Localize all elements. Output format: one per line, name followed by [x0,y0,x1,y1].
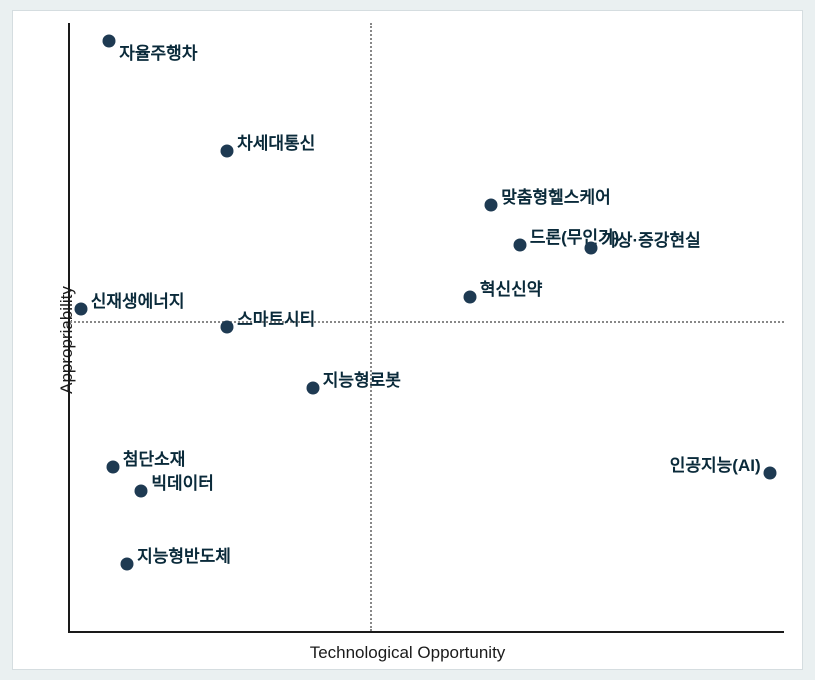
chart-container: Appropriability Technological Opportunit… [12,10,803,670]
marker-innov-drug [463,290,476,303]
marker-autonomous-car [103,35,116,48]
marker-drone [513,238,526,251]
reference-hline [70,321,784,323]
reference-vline [370,23,372,631]
marker-smart-city [221,321,234,334]
label-nextgen-comm: 차세대통신 [237,129,315,154]
x-axis-label: Technological Opportunity [310,643,506,663]
label-vr-ar: 가상·증강현실 [601,226,701,251]
marker-renewable [74,302,87,315]
label-smart-city: 스마트시티 [237,305,315,330]
marker-ai [763,466,776,479]
scatter-plot: 자율주행차차세대통신맞춤형헬스케어드론(무인기)가상·증강현실혁신신약신재생에너… [68,23,784,633]
label-intel-semi: 지능형반도체 [137,542,231,567]
label-bigdata: 빅데이터 [151,469,214,494]
marker-intel-robot [306,381,319,394]
label-intel-robot: 지능형로봇 [323,366,401,391]
label-renewable: 신재생에너지 [91,287,185,312]
marker-custom-health [485,199,498,212]
label-adv-materials: 첨단소재 [123,445,186,470]
marker-bigdata [135,485,148,498]
marker-adv-materials [106,460,119,473]
label-ai: 인공지능(AI) [670,451,761,476]
marker-nextgen-comm [221,144,234,157]
label-innov-drug: 혁신신약 [480,275,543,300]
marker-intel-semi [121,558,134,571]
label-autonomous-car: 자율주행차 [119,39,197,64]
label-custom-health: 맞춤형헬스케어 [501,183,610,208]
marker-vr-ar [585,241,598,254]
